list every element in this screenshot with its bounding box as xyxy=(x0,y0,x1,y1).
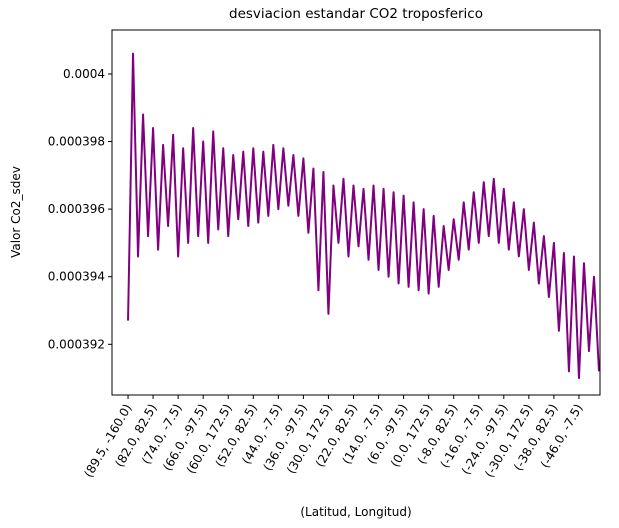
data-line xyxy=(127,52,600,380)
chart-title: desviacion estandar CO2 troposferico xyxy=(229,6,483,22)
y-tick-label: 0.000396 xyxy=(48,202,105,216)
y-tick-label: 0.000398 xyxy=(48,135,105,149)
y-axis-label: Valor Co2_sdev xyxy=(9,166,23,258)
x-axis-label: (Latitud, Longitud) xyxy=(300,505,411,519)
plot-frame xyxy=(111,29,601,396)
y-tick-label: 0.000394 xyxy=(48,270,105,284)
y-tick-label: 0.0004 xyxy=(63,67,105,81)
y-tick-label: 0.000392 xyxy=(48,337,105,351)
